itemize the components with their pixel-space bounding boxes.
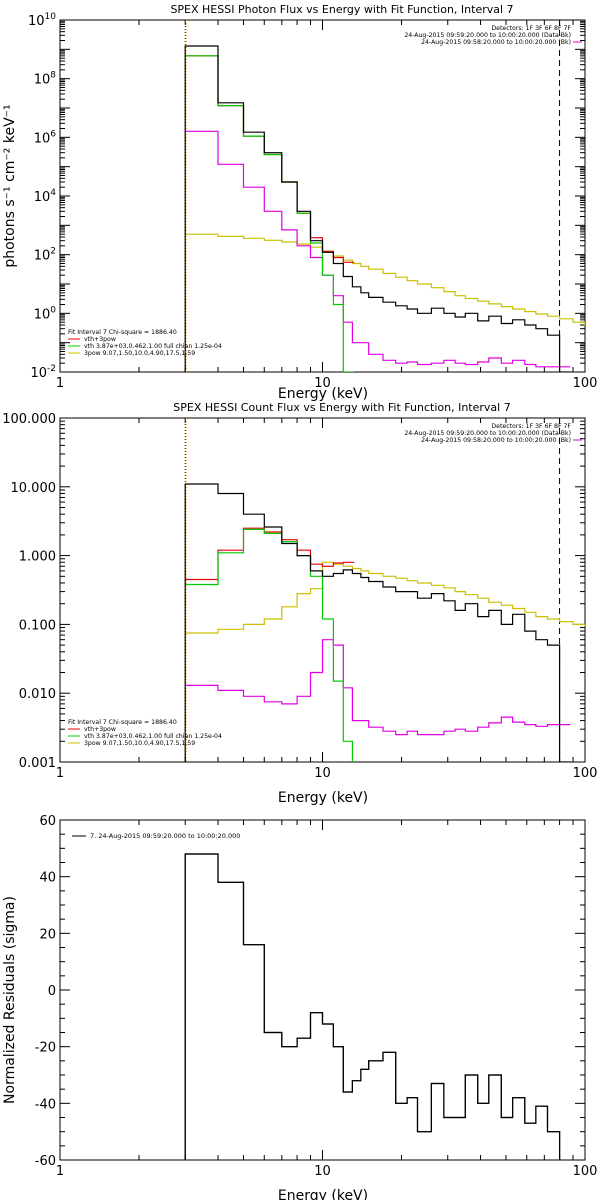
x-tick-label-1: 100 (573, 766, 598, 781)
header-text-0: 24-Aug-2015 09:59:20.000 to 10:00:20.000… (404, 32, 571, 39)
residuals-xlabel: Energy (keV) (278, 1188, 368, 1200)
x-tick-label-2: 10 (314, 1164, 331, 1179)
header-text-0: 24-Aug-2015 09:58:20.000 to 10:00:20.000… (421, 39, 571, 46)
y-tick-label-2: -60 (35, 1154, 56, 1169)
y-tick-label-2: 0 (48, 984, 56, 999)
header-text-1: Detectors: 1F 3F 6F 8F 7F (491, 423, 571, 430)
legend-label-0: 3pow 9.07,1.50,10.0,4.90,17.5,1.59 (84, 350, 195, 357)
y-tick-label-1: 10.000 (11, 481, 57, 496)
x-tick-label-0: 10 (314, 376, 331, 391)
legend-label-0: vth+3pow (84, 336, 116, 343)
series-line-1-0 (184, 483, 572, 762)
y-tick-label-1: 1.000 (19, 550, 56, 565)
legend-label-0: vth 3.87e+03,0.462,1.00 full chian 1.25e… (84, 343, 222, 350)
series-line-1-4 (185, 561, 585, 634)
x-tick-label-0: 1 (56, 376, 64, 391)
legend-label-1: vth+3pow (84, 726, 116, 733)
x-tick-label-0: 100 (573, 376, 598, 391)
photon-flux-title: SPEX HESSI Photon Flux vs Energy with Fi… (170, 3, 513, 16)
y-tick-label-1: 0.001 (19, 756, 56, 771)
series-line-0-4 (185, 233, 585, 326)
header-text-1: 24-Aug-2015 09:58:20.000 to 10:00:20.000… (421, 437, 571, 444)
photon-flux-ylabel: photons s⁻¹ cm⁻² keV⁻¹ (2, 104, 18, 267)
x-tick-label-1: 1 (56, 766, 64, 781)
y-tick-label-1: 0.010 (19, 687, 56, 702)
header-text-0: Detectors: 1F 3F 6F 8F 7F (491, 25, 571, 32)
fit-title-1: Fit Interval 7 Chi-square = 1886.40 (68, 719, 177, 726)
legend-label-2: 7. 24-Aug-2015 09:59:20.000 to 10:00:20.… (90, 832, 240, 840)
y-tick-label-2: -20 (35, 1041, 56, 1056)
series-line-0-0 (184, 45, 572, 372)
residuals-ylabel: Normalized Residuals (sigma) (2, 896, 18, 1104)
y-tick-label-0: 106 (34, 129, 57, 146)
series-line-0-3 (185, 130, 571, 368)
legend-label-1: 3pow 9.07,1.50,10.0,4.90,17.5,1.59 (84, 740, 195, 747)
y-tick-label-2: 20 (39, 927, 56, 942)
y-tick-label-0: 100 (34, 305, 57, 322)
x-tick-label-2: 100 (573, 1164, 598, 1179)
y-tick-label-2: 40 (39, 871, 56, 886)
x-tick-label-2: 1 (56, 1164, 64, 1179)
y-tick-label-0: 104 (34, 188, 57, 205)
series-line-1-3 (185, 639, 571, 736)
y-tick-label-0: 1010 (28, 12, 56, 29)
header-text-1: 24-Aug-2015 09:59:20.000 to 10:00:20.000… (404, 430, 571, 437)
y-tick-label-0: 10-2 (30, 364, 56, 381)
photon-flux-xlabel: Energy (keV) (278, 386, 368, 402)
y-tick-label-1: 100.000 (2, 412, 56, 427)
y-tick-label-2: 60 (39, 814, 56, 829)
fit-title-0: Fit Interval 7 Chi-square = 1886.40 (68, 329, 177, 336)
x-tick-label-1: 10 (314, 766, 331, 781)
y-tick-label-1: 0.100 (19, 618, 56, 633)
y-tick-label-0: 102 (34, 247, 56, 264)
y-tick-label-2: -40 (35, 1097, 56, 1112)
legend-label-1: vth 3.87e+03,0.462,1.00 full chian 1.25e… (84, 733, 222, 740)
residual-line (184, 853, 561, 1160)
y-tick-label-0: 108 (34, 71, 57, 88)
count-flux-title: SPEX HESSI Count Flux vs Energy with Fit… (173, 401, 510, 414)
count-flux-xlabel: Energy (keV) (278, 790, 368, 806)
